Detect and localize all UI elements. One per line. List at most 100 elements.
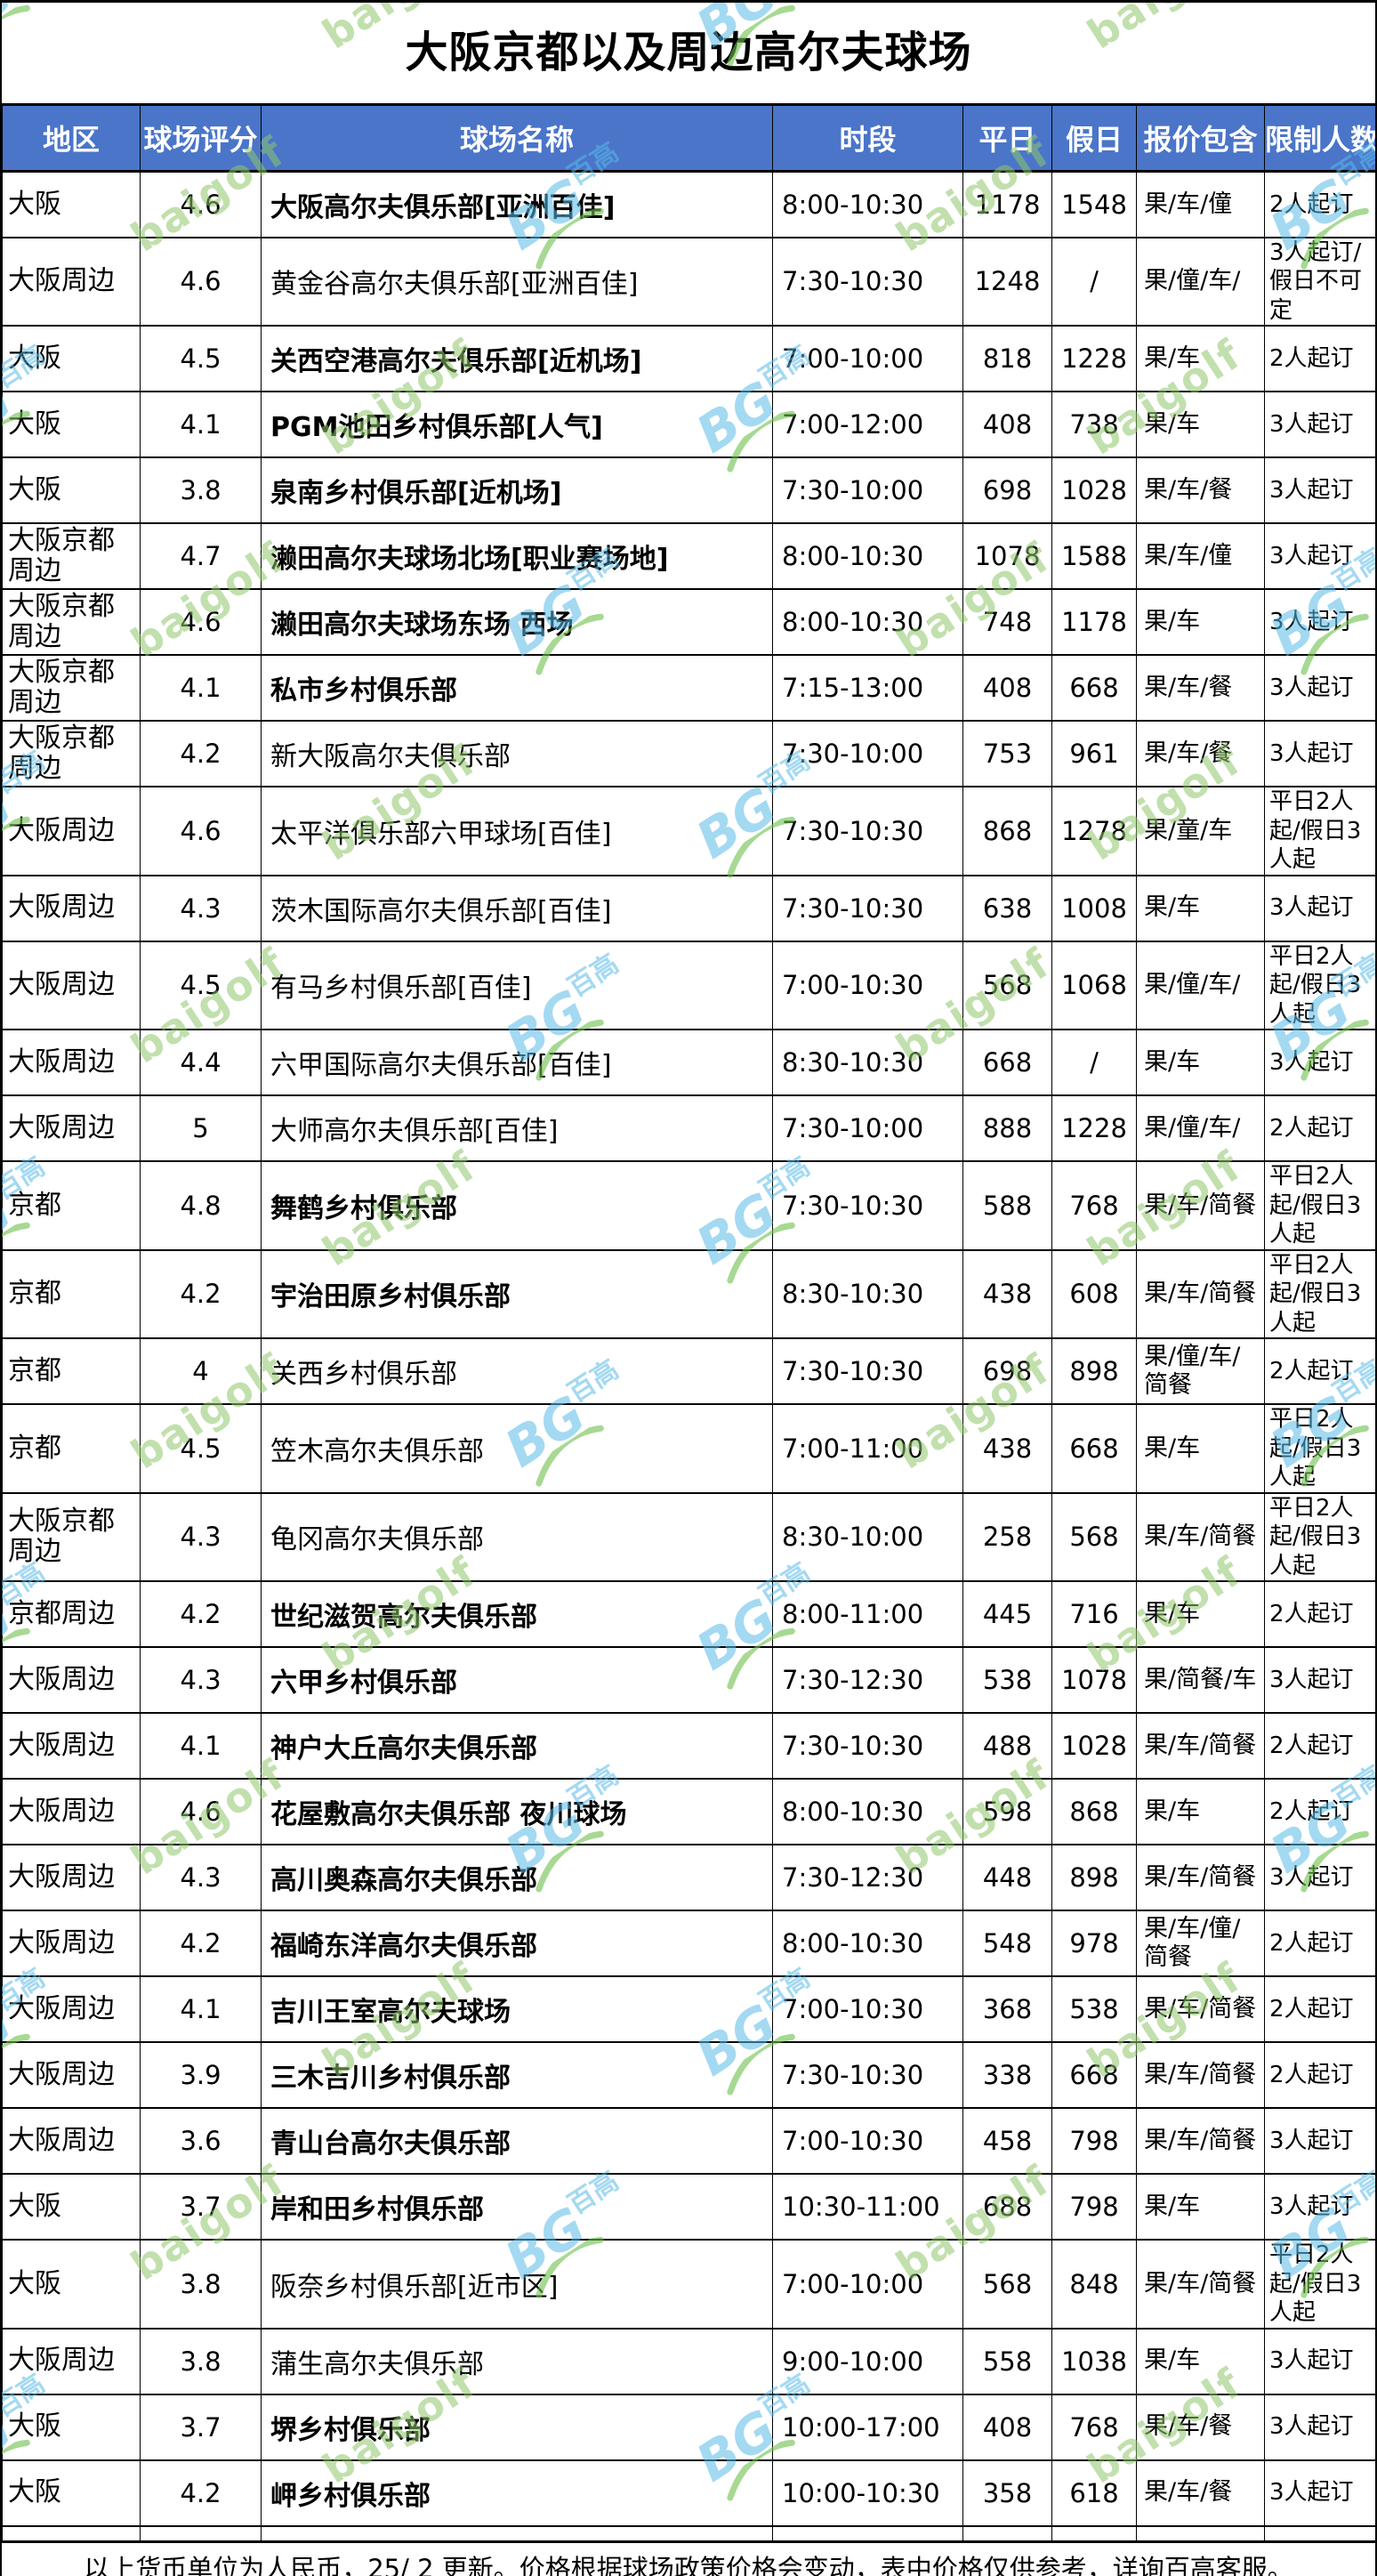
cell-time: 7:30-12:30 xyxy=(772,1647,963,1714)
cell-weekday: 408 xyxy=(962,2394,1052,2461)
cell-rating: 4.6 xyxy=(140,237,262,327)
cell-includes: 果/车 xyxy=(1136,392,1265,458)
cell-limit: 2人起订 xyxy=(1264,1338,1375,1405)
table-row: 大阪京都周边 4.7 濑田高尔夫球场北场[职业赛场地] 8:00-10:30 1078 1… xyxy=(2,523,1375,590)
cell-region: 大阪京都周边 xyxy=(2,523,141,590)
cell-time: 7:30-10:30 xyxy=(772,875,963,942)
cell-region: 大阪京都周边 xyxy=(2,589,141,656)
cell-region: 大阪 xyxy=(2,392,141,458)
cell-includes: 果/车/简餐 xyxy=(1136,2240,1265,2330)
cell-holiday: 1588 xyxy=(1051,523,1137,590)
cell-weekday: 818 xyxy=(962,326,1052,392)
col-header-includes: 报价包含 xyxy=(1136,103,1265,173)
cell-weekday: 868 xyxy=(962,787,1052,876)
cell-name: 私市乡村俱乐部 xyxy=(261,655,773,722)
cell-includes: 果/车 xyxy=(1136,326,1265,392)
cell-region: 大阪周边 xyxy=(2,1910,141,1977)
cell-weekday: 698 xyxy=(962,1338,1052,1405)
cell-limit: 2人起订 xyxy=(1264,1095,1375,1162)
cell-limit: 2人起订 xyxy=(1264,1713,1375,1780)
cell-includes: 果/车/简餐 xyxy=(1136,1249,1265,1339)
cell-holiday: 768 xyxy=(1051,2394,1137,2461)
table-row: 大阪周边 4.3 高川奥森高尔夫俱乐部 7:30-12:30 448 898 果/车/简餐 3… xyxy=(2,1845,1375,1911)
cell-holiday: 848 xyxy=(1051,2240,1137,2330)
cell-time: 8:30-10:30 xyxy=(772,1030,963,1096)
cell-region: 大阪周边 xyxy=(2,1030,141,1096)
cell-limit: 3人起订 xyxy=(1264,523,1375,590)
cell-includes: 果/僮/车/ xyxy=(1136,941,1265,1030)
table-row: 大阪京都周边 4.1 私市乡村俱乐部 7:15-13:00 408 668 果/车/餐 3人起… xyxy=(2,655,1375,722)
cell-includes: 果/僮/车/ xyxy=(1136,1095,1265,1162)
cell-region: 大阪京都周边 xyxy=(2,655,141,722)
cell-name: 阪奈乡村俱乐部[近市区] xyxy=(261,2240,773,2330)
cell-region: 大阪周边 xyxy=(2,875,141,942)
table-row: 大阪周边 4.5 有马乡村俱乐部[百佳] 7:00-10:30 568 1068 果/僮/车… xyxy=(2,941,1375,1030)
table-row: 京都 4.8 舞鹤乡村俱乐部 7:30-10:30 588 768 果/车/简餐 平日2人起/… xyxy=(2,1161,1375,1251)
cell-limit: 2人起订 xyxy=(1264,171,1375,238)
cell-holiday: 668 xyxy=(1051,655,1137,722)
cell-weekday: 558 xyxy=(962,2328,1052,2395)
cell-weekday: 688 xyxy=(962,2174,1052,2241)
cell-limit: 平日2人起/假日3人起 xyxy=(1264,2240,1375,2330)
cell-limit: 3人起订 xyxy=(1264,1647,1375,1714)
cell-includes: 果/车/僮 xyxy=(1136,523,1265,590)
cell-region: 大阪京都周边 xyxy=(2,1492,141,1582)
cell-region: 大阪周边 xyxy=(2,1647,141,1714)
cell-name: 花屋敷高尔夫俱乐部 夜川球场 xyxy=(261,1779,773,1845)
cell-rating: 4.4 xyxy=(140,1030,262,1096)
cell-name: 龟冈高尔夫俱乐部 xyxy=(261,1492,773,1582)
cell-holiday: 868 xyxy=(1051,1779,1137,1845)
cell-holiday: 1228 xyxy=(1051,1095,1137,1162)
cell-region: 大阪周边 xyxy=(2,1095,141,1162)
cell-time: 8:00-10:30 xyxy=(772,1910,963,1977)
cell-region: 大阪周边 xyxy=(2,2328,141,2395)
cell-time: 7:30-10:30 xyxy=(772,1338,963,1405)
cell-time: 8:00-10:30 xyxy=(772,523,963,590)
cell-limit: 平日2人起/假日3人起 xyxy=(1264,1404,1375,1494)
cell-region: 大阪京都周边 xyxy=(2,721,141,787)
cell-holiday: 798 xyxy=(1051,2174,1137,2241)
cell-limit: 3人起订 xyxy=(1264,2108,1375,2175)
cell-rating: 4.2 xyxy=(140,1581,262,1648)
cell-weekday: 548 xyxy=(962,1910,1052,1977)
cell-name: 六甲国际高尔夫俱乐部[百佳] xyxy=(261,1030,773,1096)
cell-rating: 4.2 xyxy=(140,721,262,787)
cell-name: 新大阪高尔夫俱乐部 xyxy=(261,721,773,787)
cell-name: 太平洋俱乐部六甲球场[百佳] xyxy=(261,787,773,876)
cell-holiday: 898 xyxy=(1051,1845,1137,1911)
table-row: 大阪 3.8 阪奈乡村俱乐部[近市区] 7:00-10:00 568 848 果/车/简餐平… xyxy=(2,2240,1375,2330)
cell-limit: 2人起订 xyxy=(1264,1779,1375,1845)
cell-name: 六甲乡村俱乐部 xyxy=(261,1647,773,1714)
cell-time: 7:30-10:00 xyxy=(772,457,963,524)
cell-weekday: 338 xyxy=(962,2042,1052,2109)
cell-time: 7:30-10:30 xyxy=(772,787,963,876)
cell-rating: 4.2 xyxy=(140,2459,262,2527)
cell-includes: 果/车/简餐 xyxy=(1136,2108,1265,2175)
cell-name: 濑田高尔夫球场北场[职业赛场地] xyxy=(261,523,773,590)
cell-rating: 4.1 xyxy=(140,655,262,722)
cell-rating: 3.8 xyxy=(140,2328,262,2395)
cell-region: 大阪 xyxy=(2,171,141,238)
cell-limit: 平日2人起/假日3人起 xyxy=(1264,787,1375,876)
cell-weekday: 698 xyxy=(962,457,1052,524)
cell-weekday: 1078 xyxy=(962,523,1052,590)
cell-rating: 3.6 xyxy=(140,2108,262,2175)
cell-region: 大阪周边 xyxy=(2,941,141,1030)
cell-weekday: 538 xyxy=(962,1647,1052,1714)
cell-holiday: 1228 xyxy=(1051,326,1137,392)
cell-limit: 2人起订 xyxy=(1264,1910,1375,1977)
cell-holiday: 768 xyxy=(1051,1161,1137,1251)
table-row: 大阪周边 4.1 吉川王室高尔夫球场 7:00-10:30 368 538 果/车/简餐 2人… xyxy=(2,1976,1375,2043)
header-row: 地区 球场评分 球场名称 时段 平日 假日 报价包含 限制人数 xyxy=(2,103,1375,173)
cell-rating: 4.1 xyxy=(140,1713,262,1780)
cell-region: 大阪周边 xyxy=(2,1713,141,1780)
col-header-limit: 限制人数 xyxy=(1264,103,1375,173)
cell-includes: 果/车/简餐 xyxy=(1136,2042,1265,2109)
cell-time: 8:00-11:00 xyxy=(772,1581,963,1648)
cell-holiday: 608 xyxy=(1051,1249,1137,1339)
cell-time: 7:15-13:00 xyxy=(772,655,963,722)
cell-limit: 3人起订/假日不可定 xyxy=(1264,237,1375,327)
cell-name: 黄金谷高尔夫俱乐部[亚洲百佳] xyxy=(261,237,773,327)
cell-limit: 3人起订 xyxy=(1264,589,1375,656)
cell-rating: 4.5 xyxy=(140,1404,262,1494)
